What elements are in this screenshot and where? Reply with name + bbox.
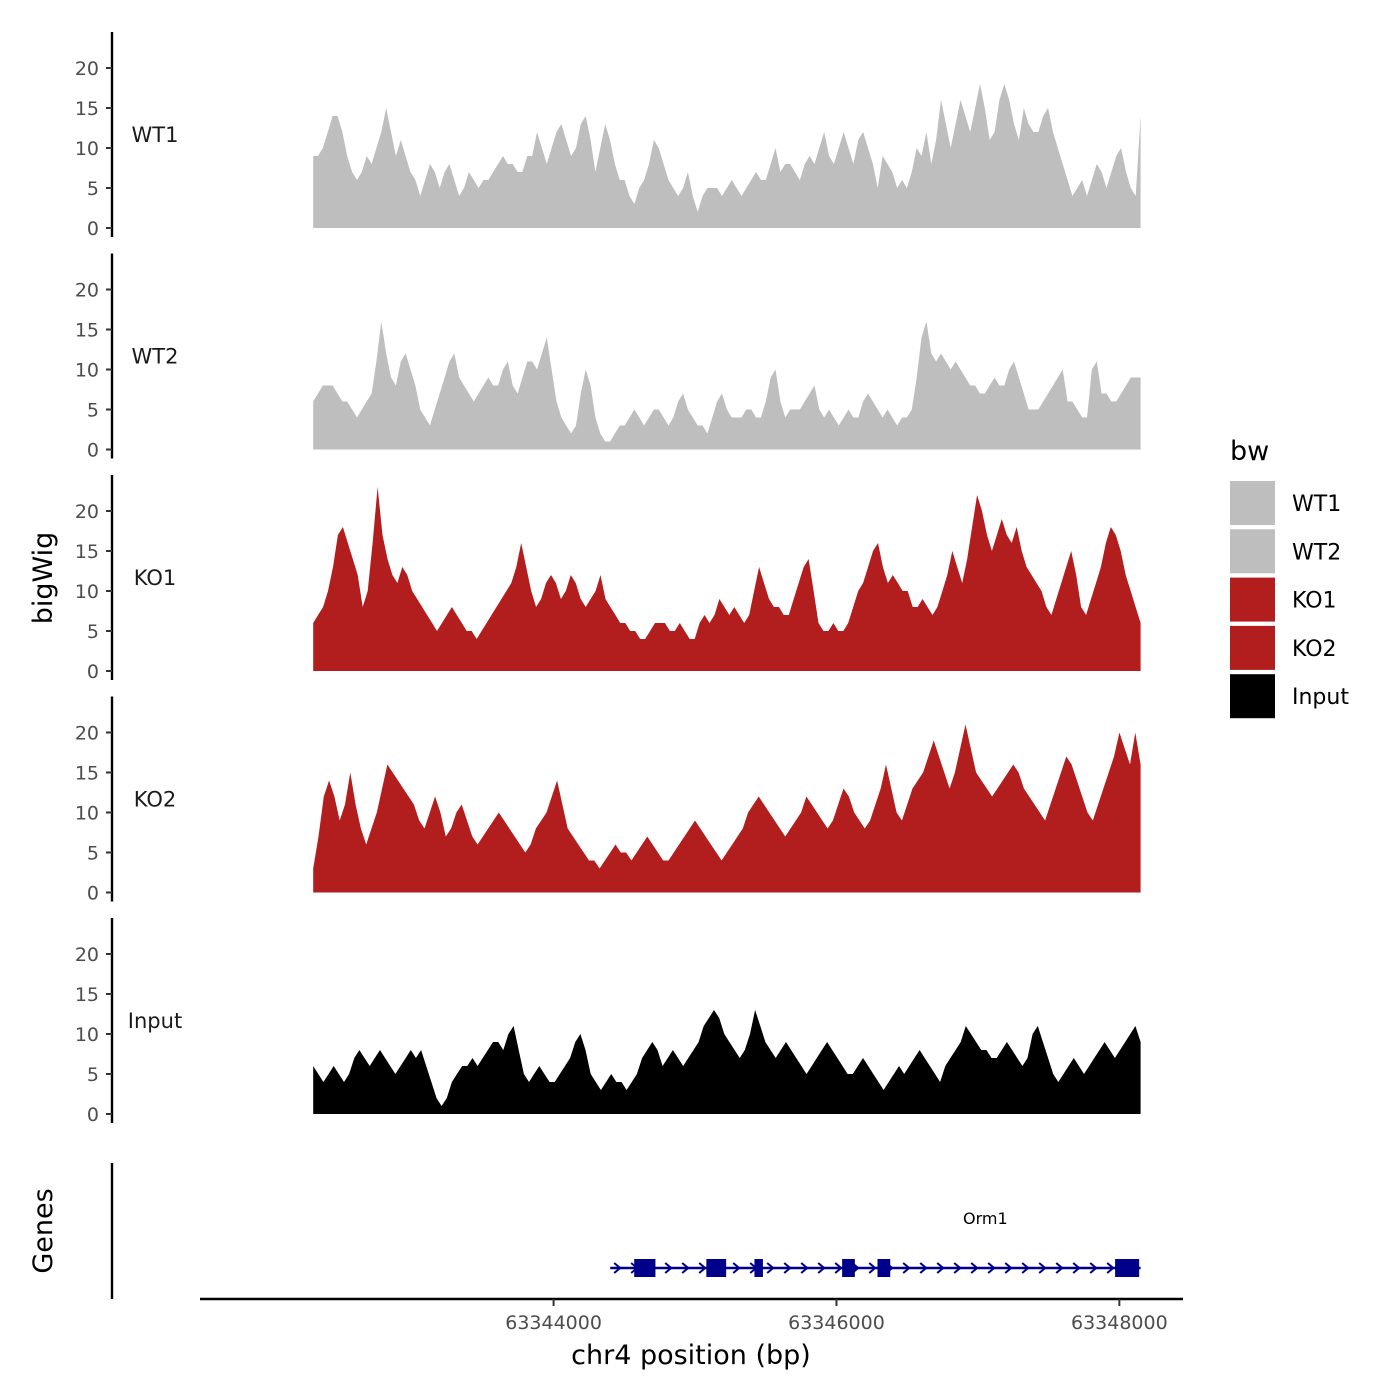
gene-exon — [877, 1259, 891, 1277]
legend-title: bw — [1230, 436, 1269, 467]
strand-arrow — [817, 1262, 826, 1274]
x-axis-title: chr4 position (bp) — [571, 1340, 811, 1371]
track-label: Input — [128, 1009, 182, 1033]
strand-arrow — [902, 1262, 911, 1274]
y-tick-label: 5 — [87, 621, 99, 643]
gene-name: Orm1 — [963, 1209, 1008, 1228]
strand-arrow — [919, 1262, 928, 1274]
y-tick-label: 10 — [75, 803, 99, 825]
strand-arrow — [800, 1262, 809, 1274]
y-tick-label: 5 — [87, 400, 99, 422]
strand-arrow — [970, 1262, 979, 1274]
strand-arrow — [613, 1262, 622, 1274]
x-tick-label: 63344000 — [505, 1312, 602, 1334]
y-tick-label: 10 — [75, 581, 99, 603]
y-tick-label: 20 — [75, 280, 99, 302]
track-wt1: 0 5 10 15 20 WT1 — [75, 32, 1141, 240]
gene-track: Genes Orm1 — [28, 1163, 1141, 1299]
legend-key-wt2 — [1230, 529, 1275, 574]
legend-label: Input — [1292, 685, 1349, 710]
signal-area-input — [313, 1010, 1141, 1114]
gene-exon — [706, 1259, 727, 1277]
strand-arrow — [868, 1262, 877, 1274]
legend-key-ko1 — [1230, 577, 1275, 622]
legend-label: KO1 — [1292, 589, 1337, 614]
gene-exon — [1115, 1259, 1140, 1277]
legend-key-input — [1230, 674, 1275, 719]
y-tick-label: 0 — [87, 218, 99, 240]
strand-arrow — [698, 1262, 707, 1274]
y-tick-label: 15 — [75, 320, 99, 342]
track-label: KO2 — [134, 788, 177, 812]
y-tick-label: 10 — [75, 138, 99, 160]
strand-arrow — [953, 1262, 962, 1274]
genes-axis-title: Genes — [28, 1188, 59, 1273]
signal-area-ko2 — [313, 724, 1141, 893]
signal-tracks: 0 5 10 15 20 WT1 0 5 10 15 20 WT2 0 5 10 15 20 KO1 0 5 10 15 2… — [75, 32, 1141, 1126]
legend-label: WT1 — [1292, 492, 1341, 517]
x-tick-label: 63348000 — [1071, 1312, 1168, 1334]
signal-area-wt1 — [313, 84, 1141, 228]
y-tick-label: 5 — [87, 843, 99, 865]
track-label: KO1 — [134, 566, 177, 590]
y-tick-label: 5 — [87, 1064, 99, 1086]
x-axis: chr4 position (bp) 63344000 63346000 63348… — [200, 1297, 1183, 1371]
legend-key-ko2 — [1230, 625, 1275, 670]
y-tick-label: 20 — [75, 501, 99, 523]
strand-arrow — [987, 1262, 996, 1274]
track-wt2: 0 5 10 15 20 WT2 — [75, 253, 1141, 462]
gene-exon — [754, 1259, 763, 1277]
y-tick-label: 15 — [75, 541, 99, 563]
legend: bw WT1 WT2 KO1 KO2 Input — [1230, 436, 1349, 719]
gene-exon — [842, 1259, 855, 1277]
y-tick-label: 5 — [87, 178, 99, 200]
strand-arrow — [783, 1262, 792, 1274]
y-tick-label: 20 — [75, 58, 99, 80]
strand-arrow — [664, 1262, 673, 1274]
strand-arrow — [1106, 1262, 1115, 1274]
strand-arrow — [766, 1262, 775, 1274]
y-tick-label: 15 — [75, 984, 99, 1006]
strand-arrow — [681, 1262, 690, 1274]
track-label: WT1 — [132, 123, 179, 147]
track-input: 0 5 10 15 20 Input — [75, 918, 1141, 1126]
y-tick-label: 10 — [75, 1024, 99, 1046]
strand-arrow — [1072, 1262, 1081, 1274]
y-tick-label: 20 — [75, 723, 99, 745]
strand-arrow — [1021, 1262, 1030, 1274]
legend-label: WT2 — [1292, 540, 1341, 565]
strand-arrow — [936, 1262, 945, 1274]
signal-area-wt2 — [313, 321, 1141, 450]
track-label: WT2 — [132, 345, 179, 369]
strand-arrow — [1089, 1262, 1098, 1274]
signal-area-ko1 — [313, 487, 1141, 671]
track-ko2: 0 5 10 15 20 KO2 — [75, 696, 1141, 905]
y-tick-label: 0 — [87, 1104, 99, 1126]
y-axis-title: bigWig — [28, 532, 59, 625]
y-tick-label: 0 — [87, 440, 99, 462]
strand-arrow — [1055, 1262, 1064, 1274]
x-tick-label: 63346000 — [788, 1312, 885, 1334]
legend-label: KO2 — [1292, 637, 1337, 662]
legend-key-wt1 — [1230, 481, 1275, 525]
y-tick-label: 20 — [75, 944, 99, 966]
strand-arrow — [834, 1262, 843, 1274]
strand-arrow — [732, 1262, 741, 1274]
y-tick-label: 0 — [87, 661, 99, 683]
track-ko1: 0 5 10 15 20 KO1 — [75, 475, 1141, 683]
y-tick-label: 15 — [75, 98, 99, 120]
y-tick-label: 0 — [87, 883, 99, 905]
y-tick-label: 10 — [75, 360, 99, 382]
strand-arrow — [1038, 1262, 1047, 1274]
strand-arrow — [1004, 1262, 1013, 1274]
y-tick-label: 15 — [75, 763, 99, 785]
gene-exon — [634, 1259, 656, 1277]
